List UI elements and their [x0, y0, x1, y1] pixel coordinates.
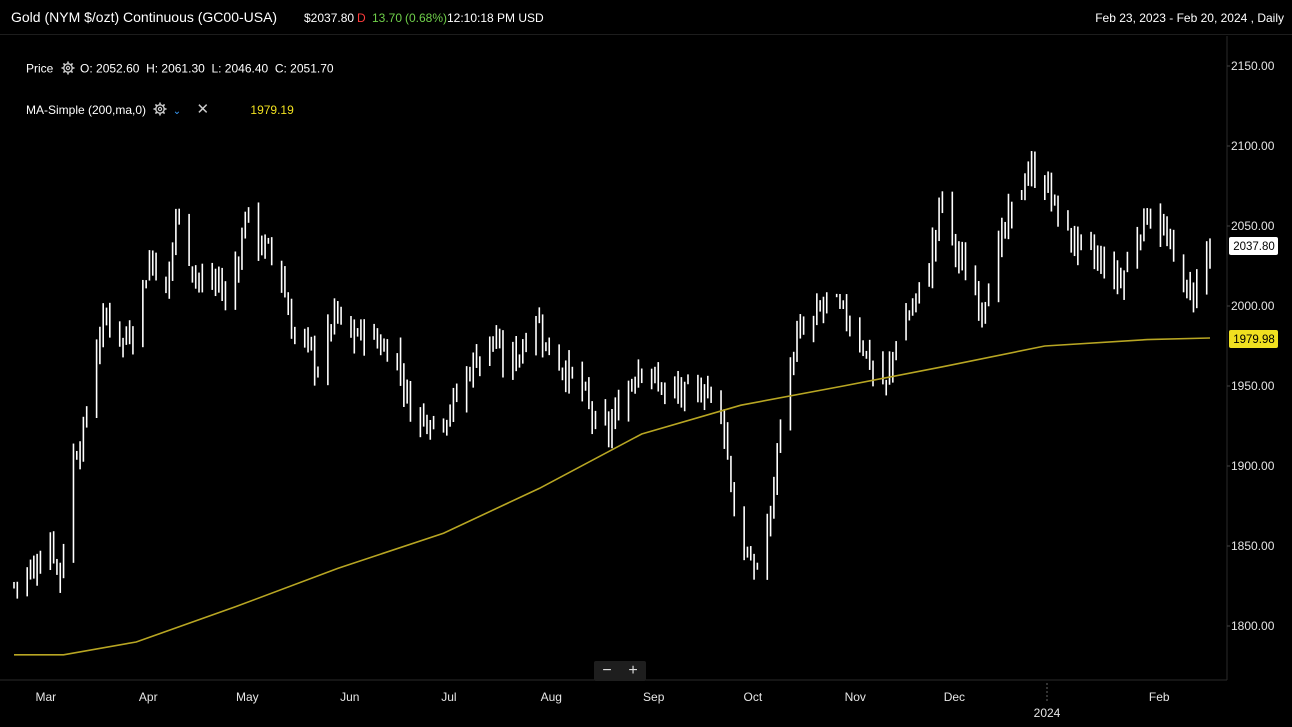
y-tick-label: 1800.00 — [1231, 619, 1275, 633]
y-tick-label: 1900.00 — [1231, 459, 1275, 473]
chevron-down-icon[interactable]: ⌄ — [172, 106, 182, 117]
y-tick-label: 2150.00 — [1231, 59, 1275, 73]
y-tick-label: 2100.00 — [1231, 139, 1275, 153]
x-tick-label: Apr — [139, 690, 158, 704]
y-tick-label: 2000.00 — [1231, 299, 1275, 313]
header-divider — [0, 34, 1292, 35]
x-tick-label: May — [236, 690, 259, 704]
zoom-in-button[interactable]: + — [628, 662, 638, 679]
last-price-badge-text: 2037.80 — [1233, 241, 1275, 253]
x-tick-label: Dec — [944, 690, 965, 704]
gear-icon[interactable] — [61, 61, 75, 78]
x-tick-label: Sep — [643, 690, 665, 704]
chart-header: Gold (NYM $/ozt) Continuous (GC00-USA) $… — [0, 0, 1292, 34]
zoom-controls: − + — [594, 661, 646, 681]
close-icon[interactable]: ✕ — [196, 101, 210, 118]
quote-time: 12:10:18 PM USD — [447, 11, 544, 25]
last-price-badge — [1229, 237, 1278, 255]
x-tick-label: Oct — [744, 690, 763, 704]
y-tick-label: 2050.00 — [1231, 219, 1275, 233]
price-legend-label: Price — [26, 61, 54, 76]
y-tick-label: 1950.00 — [1231, 379, 1275, 393]
delay-flag: D — [357, 11, 366, 25]
x-tick-label: Jun — [340, 690, 359, 704]
ohlc-values: O: 2052.60 H: 2061.30 L: 2046.40 C: 2051… — [80, 61, 334, 76]
y-tick-label: 1850.00 — [1231, 539, 1275, 553]
zoom-out-button[interactable]: − — [602, 662, 612, 679]
ma-legend: MA-Simple (200,ma,0) ⌄ ✕ 1979.19 — [26, 100, 294, 119]
ma-legend-value: 1979.19 — [250, 103, 294, 117]
ma-legend-label: MA-Simple (200,ma,0) — [26, 103, 147, 117]
x-tick-label: Mar — [35, 690, 56, 704]
x-tick-label: Nov — [845, 690, 866, 704]
price-change: 13.70 — [372, 11, 403, 25]
ma-line — [14, 337, 1211, 656]
x-tick-label: Feb — [1149, 690, 1170, 704]
ma-price-badge — [1229, 330, 1278, 348]
year-label: 2024 — [1034, 706, 1061, 720]
ma-price-badge-text: 1979.98 — [1233, 334, 1275, 346]
price-change-percent: (0.68%) — [405, 11, 448, 25]
x-tick-label: Aug — [541, 690, 562, 704]
x-tick-label: Jul — [441, 690, 456, 704]
instrument-title: Gold (NYM $/ozt) Continuous (GC00-USA) — [11, 9, 278, 25]
gear-icon[interactable] — [153, 102, 167, 119]
price-legend: Price O: 2052.60 H: 2061.30 L: 2046.40 C… — [26, 61, 334, 78]
last-price: $2037.80 — [304, 11, 355, 25]
date-range[interactable]: Feb 23, 2023 - Feb 20, 2024 , Daily — [1095, 11, 1284, 25]
